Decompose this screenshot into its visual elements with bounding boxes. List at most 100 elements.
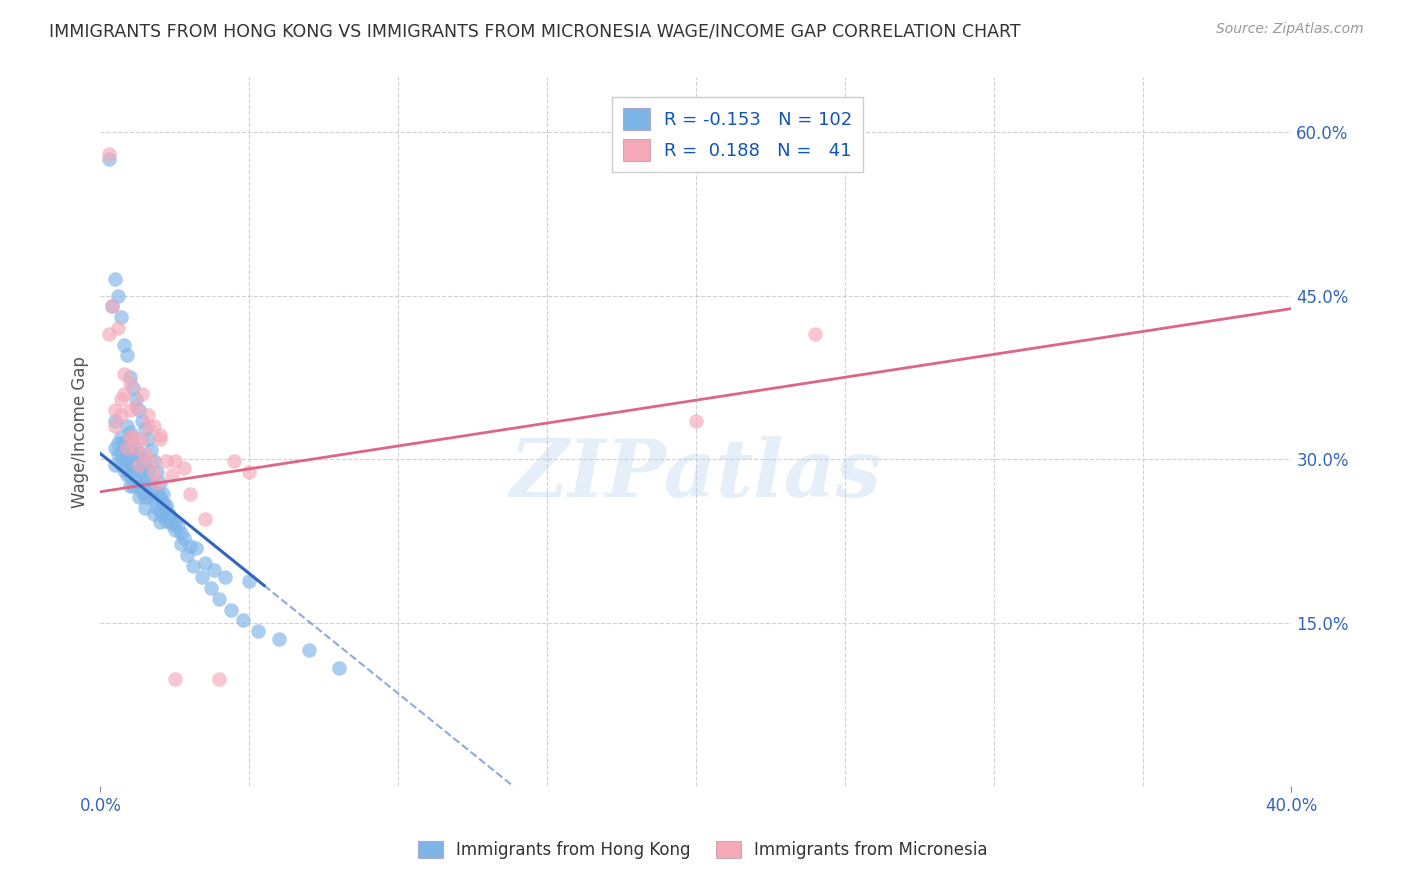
Point [267, 632, 290, 646]
Point [136, 490, 159, 504]
Point [120, 425, 142, 439]
Legend: Immigrants from Hong Kong, Immigrants from Micronesia: Immigrants from Hong Kong, Immigrants fr… [412, 834, 994, 866]
Point [142, 479, 165, 493]
Point [142, 493, 165, 508]
Point [170, 526, 193, 541]
Point [179, 539, 201, 553]
Point [155, 498, 177, 512]
Point [200, 581, 222, 595]
Text: Source: ZipAtlas.com: Source: ZipAtlas.com [1216, 22, 1364, 37]
Point [166, 519, 188, 533]
Point [120, 376, 142, 390]
Point [176, 548, 198, 562]
Point [128, 490, 150, 504]
Point [115, 419, 138, 434]
Point [101, 300, 124, 314]
Point [115, 441, 138, 455]
Point [98, 146, 121, 161]
Point [122, 447, 145, 461]
Point [134, 447, 156, 461]
Point [107, 447, 129, 461]
Point [136, 479, 159, 493]
Point [208, 591, 231, 606]
Text: IMMIGRANTS FROM HONG KONG VS IMMIGRANTS FROM MICRONESIA WAGE/INCOME GAP CORRELAT: IMMIGRANTS FROM HONG KONG VS IMMIGRANTS … [49, 22, 1021, 40]
Point [110, 409, 132, 423]
Point [120, 468, 142, 483]
Point [112, 386, 135, 401]
Point [238, 465, 260, 479]
Point [224, 454, 246, 468]
Point [128, 479, 150, 493]
Point [134, 501, 156, 516]
Point [149, 516, 172, 530]
Point [149, 428, 172, 442]
Y-axis label: Wage/Income Gap: Wage/Income Gap [72, 356, 89, 508]
Point [202, 563, 225, 577]
Point [120, 430, 142, 444]
Point [136, 463, 159, 477]
Point [685, 414, 707, 428]
Point [194, 556, 217, 570]
Point [112, 435, 135, 450]
Point [131, 386, 153, 401]
Point [134, 474, 156, 488]
Point [146, 501, 169, 516]
Point [184, 541, 207, 556]
Point [139, 454, 162, 468]
Point [104, 441, 127, 455]
Point [139, 474, 162, 488]
Text: ZIPatlas: ZIPatlas [510, 435, 882, 513]
Point [157, 508, 180, 523]
Point [160, 468, 183, 483]
Point [142, 454, 165, 468]
Point [115, 452, 138, 467]
Point [152, 508, 174, 523]
Point [142, 419, 165, 434]
Point [107, 288, 129, 302]
Point [120, 458, 142, 472]
Point [160, 516, 183, 530]
Point [131, 433, 153, 447]
Point [125, 400, 148, 414]
Point [122, 479, 145, 493]
Point [190, 570, 212, 584]
Point [181, 558, 204, 573]
Point [122, 430, 145, 444]
Point [131, 468, 153, 483]
Point [247, 624, 270, 639]
Point [131, 414, 153, 428]
Point [155, 514, 177, 528]
Point [163, 514, 186, 528]
Point [804, 326, 827, 341]
Point [328, 661, 350, 675]
Point [110, 447, 132, 461]
Point [128, 403, 150, 417]
Point [149, 476, 172, 491]
Point [139, 487, 162, 501]
Point [110, 430, 132, 444]
Point [163, 523, 186, 537]
Point [125, 474, 148, 488]
Point [112, 463, 135, 477]
Point [122, 381, 145, 395]
Point [238, 574, 260, 589]
Point [173, 531, 195, 545]
Point [136, 433, 159, 447]
Point [115, 468, 138, 483]
Point [146, 487, 169, 501]
Point [232, 614, 254, 628]
Point [194, 512, 217, 526]
Point [170, 537, 193, 551]
Point [173, 460, 195, 475]
Point [134, 421, 156, 435]
Point [122, 463, 145, 477]
Point [134, 490, 156, 504]
Point [134, 458, 156, 472]
Point [131, 484, 153, 499]
Point [155, 454, 177, 468]
Point [152, 496, 174, 510]
Point [104, 414, 127, 428]
Point [112, 452, 135, 467]
Point [107, 321, 129, 335]
Point [128, 463, 150, 477]
